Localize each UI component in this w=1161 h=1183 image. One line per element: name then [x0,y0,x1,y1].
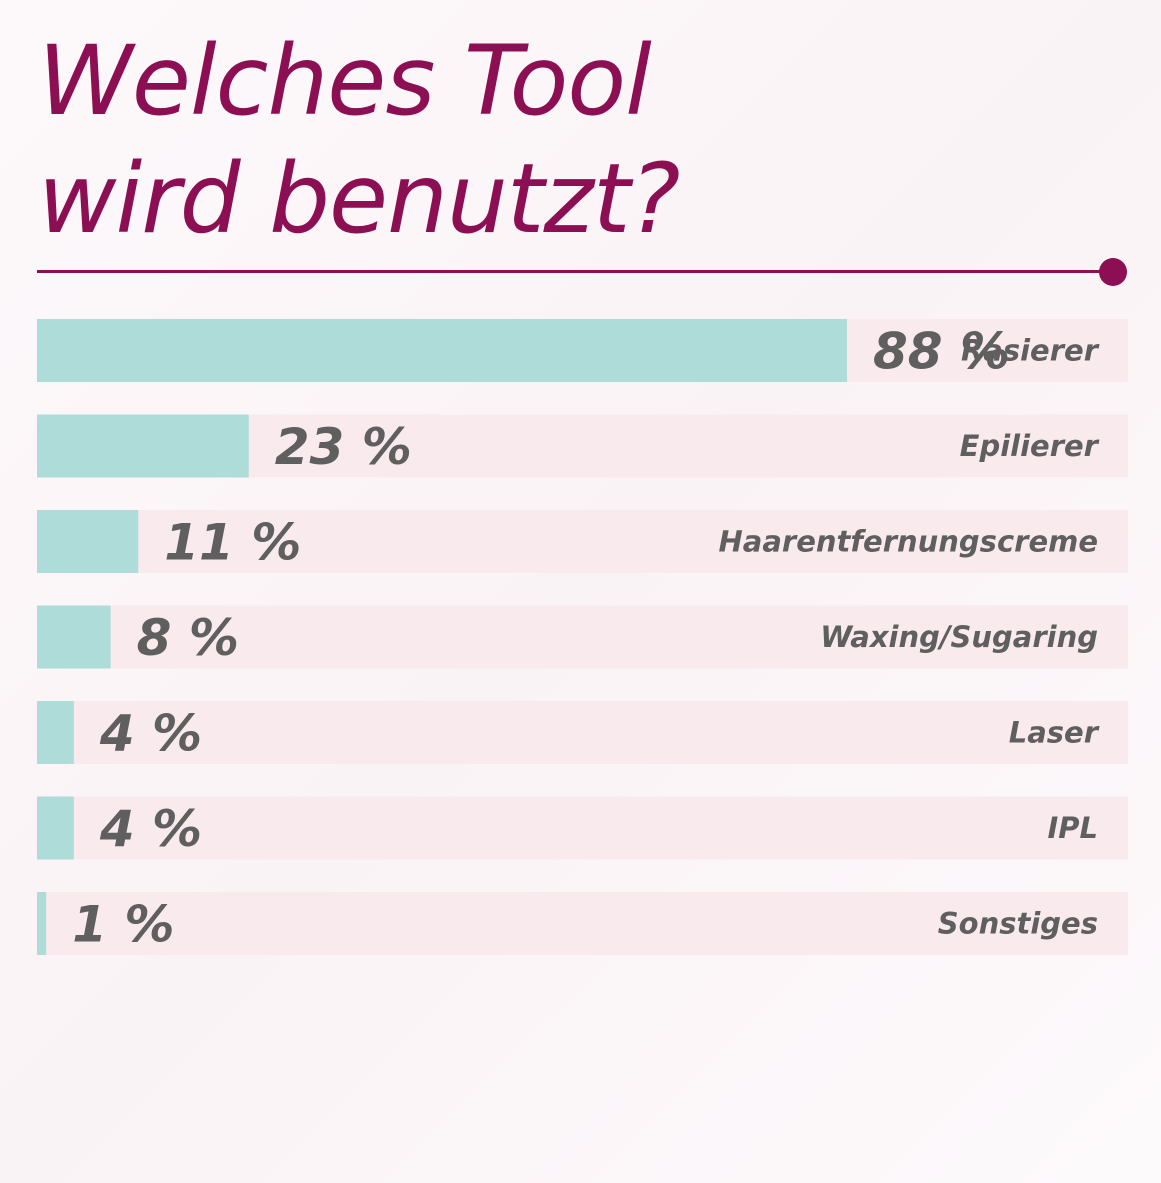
chart-title-line-2: wird benutzt? [38,143,680,255]
bar [37,319,847,382]
bar-track [37,510,1128,573]
bar-row: 88 %Rasierer [37,319,1128,382]
bar-row: 8 % Waxing/Sugaring [37,605,1128,669]
chart-title: Welches Tool wird benutzt? [38,22,680,258]
bar-value-label: 8 % [137,609,239,667]
bar-track [37,605,1128,669]
bar-value-label: 88 % [873,323,1010,381]
bar-category-label: IPL [1047,811,1098,845]
title-divider [37,270,1113,273]
bar-value-label: 4 % [99,705,202,763]
bar-category-label: Rasierer [961,334,1100,368]
bar [37,605,111,669]
bar-category-label: Epilierer [960,429,1100,463]
bar-row: 4 % IPL [37,796,1128,860]
bar-row: 1 % Sonstiges [37,892,1128,955]
bar [37,414,249,478]
bar-value-label: 11 % [164,514,301,572]
chart-title-line-1: Welches Tool [38,25,652,137]
bar-track [37,796,1128,860]
bar-category-label: Laser [1009,716,1100,750]
title-divider-dot [1099,258,1127,286]
bar [37,510,139,573]
bar-row: 4 % Laser [37,701,1128,764]
bar-category-label: Haarentfernungscreme [719,525,1098,559]
bar-track [37,892,1128,955]
bar-category-label: Sonstiges [938,907,1098,941]
bar-value-label: 4 % [99,800,202,858]
bar-value-label: 1 % [72,896,174,954]
bar [37,701,74,764]
bar [37,892,47,955]
bar-category-label: Waxing/Sugaring [820,620,1098,654]
bar-track [37,701,1128,764]
bar-row: 11 % Haarentfernungscreme [37,510,1128,573]
bar-value-label: 23 % [275,418,412,476]
bar [37,796,74,860]
bar-row: 23 % Epilierer [37,414,1128,478]
